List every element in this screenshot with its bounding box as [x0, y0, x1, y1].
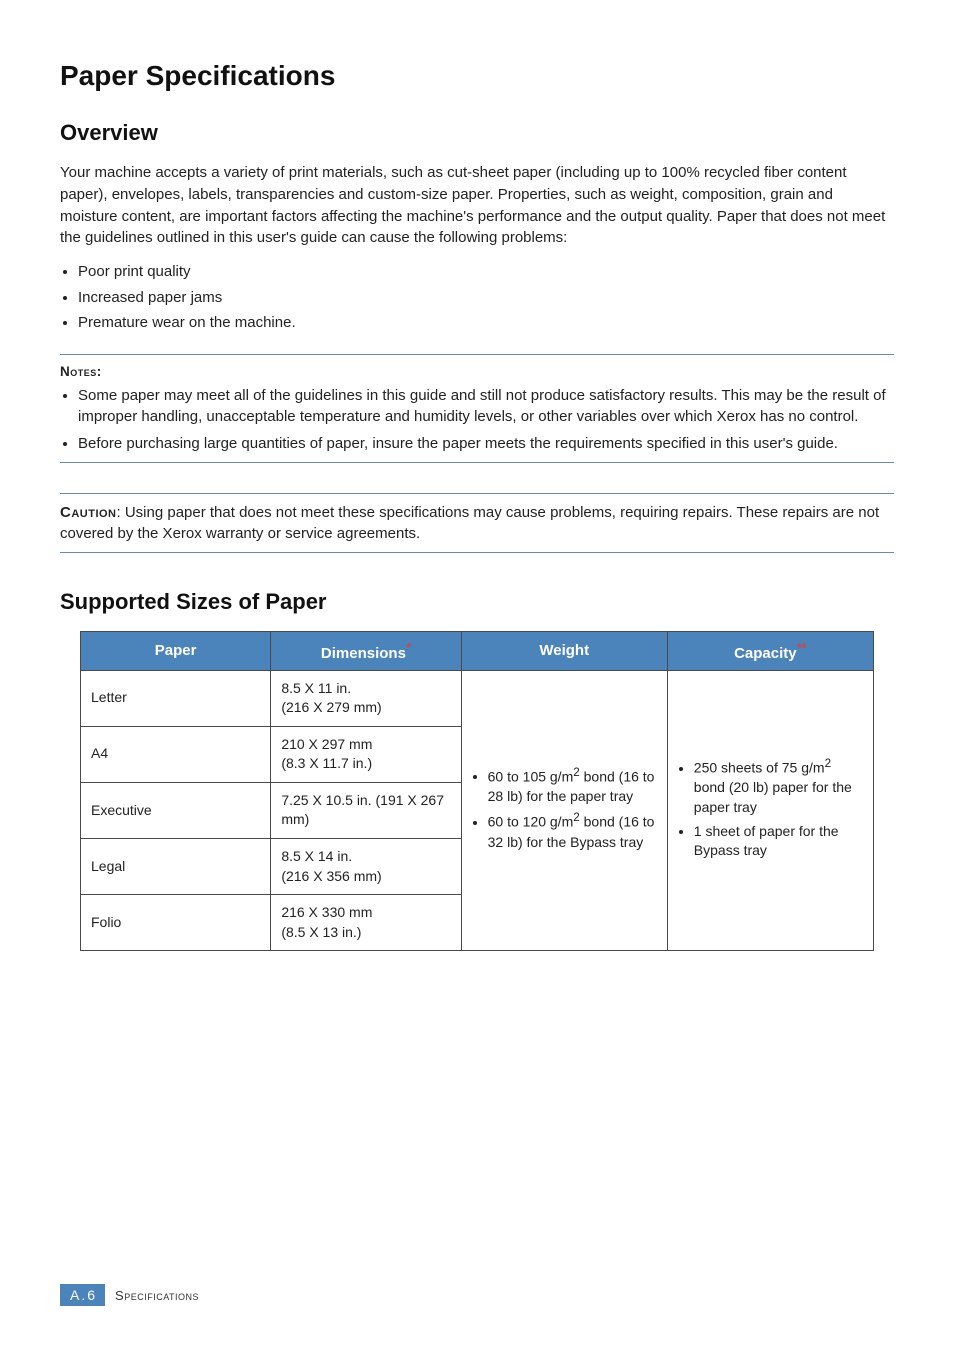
col-weight: Weight — [461, 631, 667, 670]
cell-paper: A4 — [81, 726, 271, 782]
cell-dimensions: 216 X 330 mm (8.5 X 13 in.) — [271, 895, 461, 951]
page-title: Paper Specifications — [60, 60, 894, 92]
cell-dimensions: 8.5 X 14 in. (216 X 356 mm) — [271, 839, 461, 895]
list-item: 1 sheet of paper for the Bypass tray — [694, 822, 863, 861]
list-item: Increased paper jams — [78, 285, 894, 311]
list-item: 60 to 120 g/m2 bond (16 to 32 lb) for th… — [488, 810, 657, 852]
notes-label: Notes: — [60, 364, 102, 379]
cell-dimensions: 7.25 X 10.5 in. (191 X 267 mm) — [271, 782, 461, 838]
overview-bullets: Poor print quality Increased paper jams … — [60, 259, 894, 336]
divider — [60, 354, 894, 355]
col-dimensions: Dimensions* — [271, 631, 461, 670]
caution-label: Caution — [60, 504, 117, 521]
cell-paper: Letter — [81, 670, 271, 726]
cell-paper: Executive — [81, 782, 271, 838]
table-row: Letter 8.5 X 11 in. (216 X 279 mm) 60 to… — [81, 670, 874, 726]
cell-dimensions: 8.5 X 11 in. (216 X 279 mm) — [271, 670, 461, 726]
overview-paragraph: Your machine accepts a variety of print … — [60, 162, 894, 249]
paper-spec-table: Paper Dimensions* Weight Capacity** Lett… — [80, 631, 874, 952]
cell-dimensions: 210 X 297 mm (8.3 X 11.7 in.) — [271, 726, 461, 782]
divider — [60, 493, 894, 494]
cell-paper: Folio — [81, 895, 271, 951]
notes-list: Some paper may meet all of the guideline… — [60, 385, 894, 454]
list-item: Premature wear on the machine. — [78, 310, 894, 336]
list-item: Some paper may meet all of the guideline… — [78, 385, 894, 427]
list-item: 60 to 105 g/m2 bond (16 to 28 lb) for th… — [488, 765, 657, 807]
list-item: 250 sheets of 75 g/m2 bond (20 lb) paper… — [694, 756, 863, 817]
cell-capacity-merged: 250 sheets of 75 g/m2 bond (20 lb) paper… — [667, 670, 873, 951]
col-paper: Paper — [81, 631, 271, 670]
divider — [60, 552, 894, 553]
overview-heading: Overview — [60, 120, 894, 146]
list-item: Before purchasing large quantities of pa… — [78, 433, 894, 454]
caution-block: Caution: Using paper that does not meet … — [60, 502, 894, 544]
page-number-box: A.6 — [60, 1284, 105, 1306]
table-heading: Supported Sizes of Paper — [60, 589, 894, 615]
cell-paper: Legal — [81, 839, 271, 895]
col-capacity: Capacity** — [667, 631, 873, 670]
list-item: Poor print quality — [78, 259, 894, 285]
footer: A.6 Specifications — [60, 1284, 199, 1306]
cell-weight-merged: 60 to 105 g/m2 bond (16 to 28 lb) for th… — [461, 670, 667, 951]
caution-text: : Using paper that does not meet these s… — [60, 504, 879, 542]
footer-section-label: Specifications — [115, 1288, 199, 1303]
divider — [60, 462, 894, 463]
